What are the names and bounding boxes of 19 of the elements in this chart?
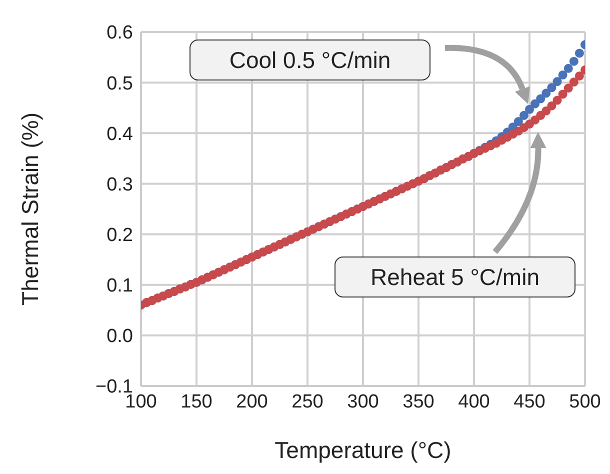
x-tick-label: 200: [236, 391, 268, 412]
x-tick-label: 450: [514, 391, 546, 412]
annotation: Cool 0.5 °C/min: [229, 47, 391, 73]
y-tick-label: 0.5: [106, 73, 133, 94]
x-tick-label: 250: [292, 391, 324, 412]
y-axis-title: Thermal Strain (%): [17, 112, 44, 306]
x-tick-label: 500: [569, 391, 601, 412]
y-tick-label: 0.4: [106, 124, 134, 145]
annotation: Reheat 5 °C/min: [370, 264, 540, 290]
x-axis-title: Temperature (°C): [274, 437, 452, 463]
y-tick-label: 0.2: [106, 225, 133, 246]
x-tick-label: 150: [180, 391, 212, 412]
y-tick-label: 0.0: [106, 326, 133, 348]
y-tick-label: 0.1: [106, 276, 133, 297]
y-tick-label: 0.6: [106, 22, 133, 44]
x-tick-label: 350: [402, 391, 434, 412]
y-tick-label: 0.3: [106, 174, 133, 196]
x-tick-label: 400: [458, 391, 490, 412]
x-tick-label: 300: [347, 391, 379, 412]
